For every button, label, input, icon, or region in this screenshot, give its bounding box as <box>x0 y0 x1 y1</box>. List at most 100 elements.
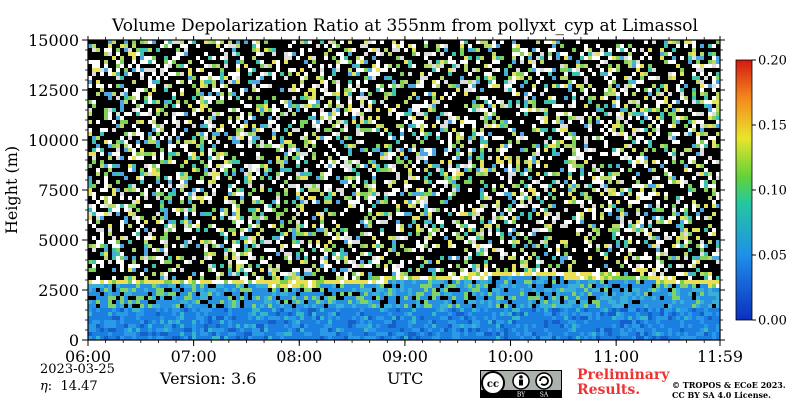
heatmap-cell <box>512 200 516 204</box>
heatmap-cell <box>156 320 160 324</box>
heatmap-cell <box>536 72 540 76</box>
heatmap-cell <box>180 92 184 96</box>
heatmap-cell <box>136 316 140 320</box>
heatmap-cell <box>560 284 564 288</box>
heatmap-cell <box>560 312 564 316</box>
heatmap-cell <box>580 172 584 176</box>
heatmap-cell <box>568 324 572 328</box>
heatmap-cell <box>524 224 528 228</box>
heatmap-cell <box>272 308 276 312</box>
heatmap-cell <box>176 256 180 260</box>
heatmap-cell <box>476 268 480 272</box>
heatmap-cell <box>392 276 396 280</box>
heatmap-cell <box>300 324 304 328</box>
heatmap-cell <box>152 124 156 128</box>
heatmap-cell <box>276 300 280 304</box>
heatmap-cell <box>428 236 432 240</box>
heatmap-cell <box>368 232 372 236</box>
heatmap-cell <box>448 244 452 248</box>
heatmap-cell <box>504 268 508 272</box>
heatmap-cell <box>184 228 188 232</box>
heatmap-cell <box>212 292 216 296</box>
heatmap-cell <box>136 188 140 192</box>
heatmap-cell <box>196 188 200 192</box>
heatmap-cell <box>320 112 324 116</box>
heatmap-cell <box>284 112 288 116</box>
heatmap-cell <box>484 168 488 172</box>
heatmap-cell <box>312 272 316 276</box>
heatmap-cell <box>376 256 380 260</box>
heatmap-cell <box>116 180 120 184</box>
heatmap-cell <box>504 72 508 76</box>
heatmap-cell <box>556 140 560 144</box>
heatmap-cell <box>296 288 300 292</box>
heatmap-cell <box>392 136 396 140</box>
heatmap-cell <box>96 308 100 312</box>
heatmap-cell <box>468 204 472 208</box>
heatmap-cell <box>424 308 428 312</box>
heatmap-cell <box>160 284 164 288</box>
heatmap-cell <box>344 324 348 328</box>
heatmap-cell <box>348 136 352 140</box>
heatmap-cell <box>452 208 456 212</box>
heatmap-cell <box>168 136 172 140</box>
heatmap-cell <box>572 148 576 152</box>
heatmap-cell <box>312 92 316 96</box>
heatmap-cell <box>312 320 316 324</box>
heatmap-cell <box>436 308 440 312</box>
heatmap-cell <box>204 336 208 340</box>
heatmap-cell <box>180 284 184 288</box>
heatmap-cell <box>276 144 280 148</box>
heatmap-cell <box>364 148 368 152</box>
heatmap-cell <box>176 332 180 336</box>
heatmap-cell <box>360 60 364 64</box>
heatmap-cell <box>380 156 384 160</box>
heatmap-cell <box>184 320 188 324</box>
heatmap-cell <box>440 172 444 176</box>
heatmap-cell <box>552 180 556 184</box>
heatmap-cell <box>88 284 92 288</box>
heatmap-cell <box>416 276 420 280</box>
heatmap-cell <box>480 204 484 208</box>
heatmap-cell <box>292 280 296 284</box>
heatmap-cell <box>304 40 308 44</box>
heatmap-cell <box>132 264 136 268</box>
heatmap-cell <box>516 288 520 292</box>
heatmap-cell <box>376 124 380 128</box>
heatmap-cell <box>548 316 552 320</box>
heatmap-cell <box>112 332 116 336</box>
heatmap-cell <box>288 72 292 76</box>
heatmap-cell <box>312 112 316 116</box>
heatmap-cell <box>540 336 544 340</box>
heatmap-cell <box>336 336 340 340</box>
heatmap-cell <box>536 336 540 340</box>
heatmap-cell <box>244 176 248 180</box>
heatmap-cell <box>200 320 204 324</box>
heatmap-cell <box>252 280 256 284</box>
heatmap-cell <box>492 296 496 300</box>
heatmap-cell <box>188 276 192 280</box>
heatmap-cell <box>428 172 432 176</box>
heatmap-cell <box>232 220 236 224</box>
heatmap-cell <box>128 280 132 284</box>
heatmap-cell <box>152 304 156 308</box>
heatmap-cell <box>476 200 480 204</box>
heatmap-cell <box>296 244 300 248</box>
heatmap-cell <box>376 304 380 308</box>
heatmap-cell <box>420 148 424 152</box>
heatmap-cell <box>284 104 288 108</box>
heatmap-cell <box>268 324 272 328</box>
heatmap-cell <box>356 200 360 204</box>
heatmap-cell <box>116 140 120 144</box>
heatmap-cell <box>520 84 524 88</box>
heatmap-cell <box>88 100 92 104</box>
heatmap-cell <box>396 272 400 276</box>
heatmap-cell <box>580 88 584 92</box>
heatmap-cell <box>436 100 440 104</box>
heatmap-cell <box>220 324 224 328</box>
heatmap-cell <box>548 308 552 312</box>
heatmap-cell <box>356 288 360 292</box>
heatmap-cell <box>256 292 260 296</box>
heatmap-cell <box>424 324 428 328</box>
heatmap-cell <box>400 316 404 320</box>
